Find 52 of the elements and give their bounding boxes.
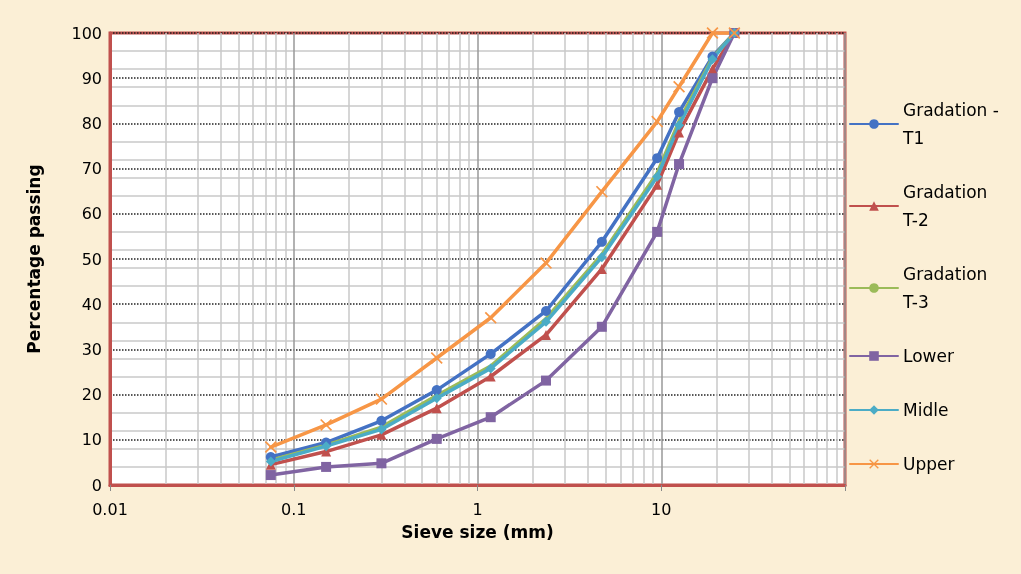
- legend-label: Gradation - T1: [902, 100, 1005, 148]
- x-tick-label: 0.01: [92, 499, 128, 519]
- y-tick-label: 40: [81, 294, 102, 314]
- point: [596, 252, 607, 263]
- y-tick-label: 80: [81, 113, 102, 133]
- point: [652, 226, 663, 237]
- y-tick-label: 0: [91, 475, 102, 495]
- point: [376, 458, 387, 469]
- y-tick-label: 100: [71, 23, 102, 43]
- point: [652, 153, 663, 164]
- point: [321, 461, 332, 472]
- point: [431, 403, 442, 414]
- point: [376, 415, 387, 426]
- legend-label: Gradation T-3: [902, 264, 993, 312]
- point: [485, 348, 496, 359]
- point: [652, 171, 663, 182]
- point: [264, 441, 277, 454]
- x-tick-label: 10: [651, 499, 672, 519]
- point: [595, 185, 608, 198]
- point: [541, 305, 552, 316]
- point: [320, 418, 333, 431]
- point: [485, 363, 496, 374]
- point: [484, 311, 497, 324]
- y-tick-label: 30: [81, 339, 102, 359]
- x-tick-label: 1: [472, 499, 483, 519]
- x-axis-title: Sieve size (mm): [401, 521, 554, 542]
- point: [431, 393, 442, 404]
- y-tick-label: 10: [81, 430, 102, 450]
- point: [596, 321, 607, 332]
- point: [485, 371, 496, 382]
- point: [431, 433, 442, 444]
- y-tick-label: 90: [81, 68, 102, 88]
- x-tick-label: 0.1: [281, 499, 307, 519]
- point: [541, 316, 552, 327]
- point: [541, 375, 552, 386]
- point: [540, 257, 553, 270]
- point: [321, 441, 332, 452]
- point: [431, 385, 442, 396]
- legend-label: Lower: [903, 346, 954, 366]
- point: [541, 329, 552, 340]
- y-tick-label: 70: [81, 159, 102, 179]
- point: [596, 236, 607, 247]
- point: [485, 412, 496, 423]
- y-tick-label: 20: [81, 385, 102, 405]
- point: [376, 424, 387, 435]
- y-axis-title: Percentage passing: [23, 164, 44, 354]
- point: [265, 470, 276, 481]
- y-tick-label: 50: [81, 249, 102, 269]
- legend-label: Midle: [903, 400, 949, 420]
- legend-label: Upper: [903, 454, 955, 474]
- legend-label: Gradation T-2: [902, 182, 993, 230]
- y-tick-label: 60: [81, 204, 102, 224]
